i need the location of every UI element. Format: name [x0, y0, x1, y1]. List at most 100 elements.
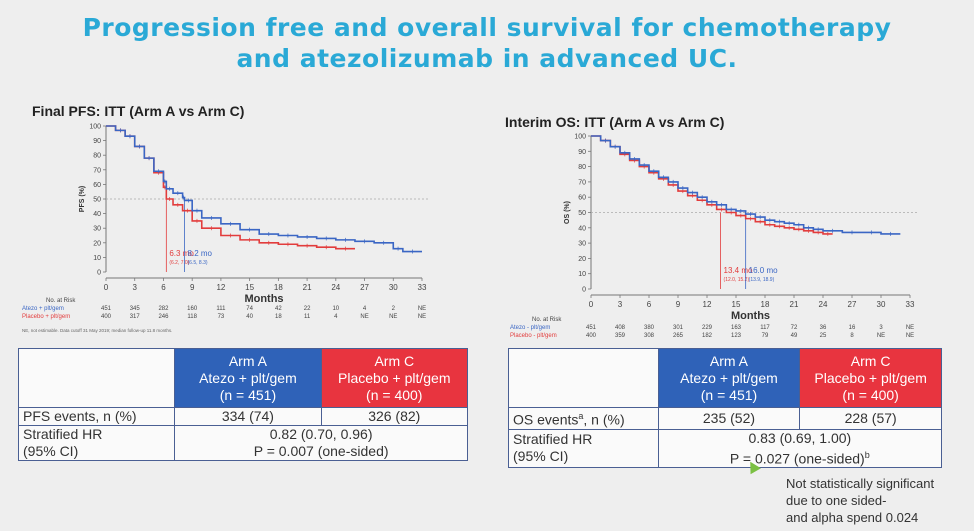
p-value: P = 0.027 (one-sided)b: [663, 447, 937, 468]
arm-a-n: (n = 451): [219, 386, 277, 403]
os-x-tick-label: 9: [676, 300, 681, 309]
pfs-y-tick-label: 40: [93, 211, 101, 218]
arm-a-regimen: Atezo + plt/gem: [680, 369, 778, 386]
risk-count: 229: [701, 325, 712, 331]
arm-c-title: Arm C: [374, 352, 415, 369]
risk-count: 282: [158, 306, 169, 312]
pfs-km-curve: [106, 125, 422, 253]
risk-count: 4: [334, 314, 338, 320]
risk-count: 123: [730, 333, 741, 339]
risk-count: 10: [332, 306, 340, 312]
os-y-tick-label: 30: [578, 241, 586, 248]
os-x-tick-label: 18: [761, 300, 770, 309]
pfs-x-tick-label: 6: [161, 283, 166, 292]
os-x-tick-label: 27: [848, 300, 857, 309]
arm-a-n: (n = 451): [700, 386, 758, 403]
pfs-risk-row-label: Atezo + plt/gem: [22, 306, 64, 312]
risk-count: 36: [819, 325, 827, 331]
risk-count: 345: [129, 306, 140, 312]
hr-value: 0.82 (0.70, 0.96): [269, 426, 373, 442]
os-x-axis-label: Months: [731, 310, 770, 322]
arm-a-title: Arm A: [228, 352, 267, 369]
risk-count: 40: [246, 314, 253, 320]
table-corner-cell: [17, 348, 176, 408]
risk-count: NE: [905, 333, 915, 339]
pfs-risk-table: No. at Risk Atezo + plt/gem 451 345 282 160 1…: [22, 297, 442, 327]
risk-count: NE: [360, 314, 369, 320]
os-y-tick-label: 100: [574, 134, 586, 141]
hr-label-line-1: Stratified HR: [23, 426, 103, 442]
risk-count: 22: [303, 306, 311, 312]
risk-count: 8: [850, 333, 854, 339]
risk-count: NE: [417, 314, 427, 320]
os-risk-row-label: Placebo - plt/gem: [510, 333, 557, 339]
pfs-x-tick-label: 30: [389, 283, 398, 292]
risk-count: 74: [246, 306, 253, 312]
os-y-tick-label: 70: [578, 179, 586, 186]
arm-c-header: Arm C Placebo + plt/gem (n = 400): [320, 348, 469, 408]
os-events-label-tail: , n (%): [583, 411, 625, 428]
pfs-x-tick-label: 9: [190, 283, 195, 292]
risk-count: 246: [158, 314, 169, 320]
risk-count: 49: [790, 333, 798, 339]
arm-c-regimen: Placebo + plt/gem: [814, 369, 927, 386]
risk-count: 317: [129, 314, 140, 320]
risk-count: 301: [672, 325, 683, 331]
pfs-median-label: 8.2 mo: [188, 249, 213, 258]
pfs-median-ci-label: (6.5, 8.3): [188, 260, 208, 266]
pfs-y-tick-label: 60: [93, 182, 101, 189]
os-x-tick-label: 33: [906, 300, 915, 309]
os-hr-label: Stratified HR (95% CI): [508, 428, 659, 469]
risk-count: 79: [761, 333, 769, 339]
os-risk-row-label: Atezo - plt/gem: [510, 325, 551, 331]
os-km-curve: [591, 135, 901, 235]
os-median-ci-label: (12.0, 15.2): [724, 277, 750, 283]
p-value: P = 0.007 (one-sided): [253, 443, 389, 459]
os-y-axis-label: OS (%): [564, 201, 571, 224]
risk-count: NE: [389, 314, 398, 320]
risk-count: NE: [876, 333, 886, 339]
os-x-tick-label: 30: [877, 300, 886, 309]
pfs-x-tick-label: 24: [331, 283, 340, 292]
arm-c-header: Arm C Placebo + plt/gem (n = 400): [799, 348, 942, 408]
risk-count: 72: [790, 325, 798, 331]
os-y-tick-label: 40: [578, 225, 586, 232]
risk-count: 400: [100, 314, 111, 320]
os-x-tick-label: 21: [790, 300, 799, 309]
hr-label-line-1: Stratified HR: [513, 431, 593, 448]
risk-count: 400: [585, 333, 596, 339]
os-results-table: Arm A Atezo + plt/gem (n = 451) Arm C Pl…: [508, 348, 943, 469]
risk-count: 160: [187, 306, 198, 312]
arm-a-title: Arm A: [709, 352, 749, 369]
os-risk-table: No. at Risk Atezo - plt/gem 451 408 380 301 2…: [510, 316, 930, 346]
pfs-events-arm-a: 334 (74): [174, 407, 322, 426]
significance-note: Not statistically significant due to one…: [786, 475, 966, 526]
pfs-y-axis-label: PFS (%): [79, 186, 86, 212]
pfs-x-tick-label: 33: [418, 283, 427, 292]
os-events-label-text: OS events: [513, 411, 579, 428]
arm-c-n: (n = 400): [842, 386, 899, 403]
arm-a-header: Arm A Atezo + plt/gem (n = 451): [657, 348, 801, 408]
table-corner-cell: [508, 348, 659, 408]
pfs-x-tick-label: 0: [104, 283, 109, 292]
os-x-tick-label: 6: [647, 300, 652, 309]
risk-count: 408: [614, 325, 625, 331]
os-median-label: 13.4 mo: [724, 266, 753, 275]
risk-count: 265: [672, 333, 683, 339]
os-y-tick-label: 0: [582, 287, 586, 294]
note-line-1: Not statistically significant: [786, 476, 935, 491]
pfs-results-table: Arm A Atezo + plt/gem (n = 451) Arm C Pl…: [17, 348, 469, 461]
os-km-curve: [591, 135, 833, 235]
os-y-tick-label: 80: [578, 164, 586, 171]
slide-title-line-2: and atezolizumab in advanced UC.: [236, 44, 738, 73]
pfs-risk-row-label: Placebo + plt/gem: [22, 314, 71, 320]
os-x-tick-label: 12: [703, 300, 712, 309]
arm-a-regimen: Atezo + plt/gem: [199, 369, 297, 386]
os-events-arm-c: 228 (57): [799, 407, 942, 430]
slide-title-line-1: Progression free and overall survival fo…: [82, 13, 892, 42]
risk-count: 2: [391, 306, 395, 312]
pfs-hr-label: Stratified HR (95% CI): [17, 425, 176, 461]
pfs-y-tick-label: 10: [93, 255, 101, 262]
pfs-x-tick-label: 21: [303, 283, 312, 292]
os-median-label: 16.0 mo: [749, 266, 778, 275]
